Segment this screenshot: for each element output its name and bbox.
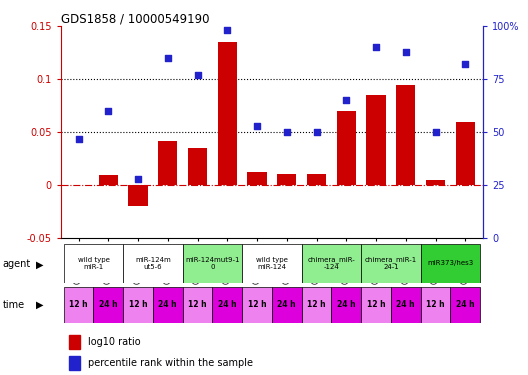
- Bar: [99, 175, 118, 185]
- Bar: [242, 244, 301, 283]
- Text: 24 h: 24 h: [278, 300, 296, 309]
- Text: ▶: ▶: [36, 300, 43, 310]
- Text: 24 h: 24 h: [218, 300, 237, 309]
- Point: [461, 62, 469, 68]
- Point: [104, 108, 112, 114]
- Bar: [93, 287, 123, 322]
- Point: [372, 45, 380, 51]
- Bar: [426, 180, 445, 185]
- Bar: [307, 174, 326, 185]
- Bar: [69, 356, 80, 370]
- Text: 12 h: 12 h: [248, 300, 266, 309]
- Bar: [391, 287, 421, 322]
- Text: chimera_miR-1
24-1: chimera_miR-1 24-1: [365, 256, 417, 270]
- Text: 24 h: 24 h: [158, 300, 177, 309]
- Bar: [153, 287, 183, 322]
- Bar: [69, 335, 80, 349]
- Bar: [123, 287, 153, 322]
- Bar: [242, 287, 272, 322]
- Bar: [183, 244, 242, 283]
- Point: [74, 135, 83, 141]
- Bar: [361, 287, 391, 322]
- Point: [313, 129, 321, 135]
- Text: 12 h: 12 h: [188, 300, 207, 309]
- Bar: [64, 287, 93, 322]
- Text: miR-124mut9-1
0: miR-124mut9-1 0: [185, 257, 240, 270]
- Bar: [183, 287, 212, 322]
- Bar: [421, 244, 480, 283]
- Text: ▶: ▶: [36, 260, 43, 269]
- Bar: [248, 172, 267, 185]
- Text: 24 h: 24 h: [99, 300, 118, 309]
- Text: 24 h: 24 h: [397, 300, 415, 309]
- Bar: [301, 244, 361, 283]
- Bar: [158, 141, 177, 185]
- Text: 12 h: 12 h: [129, 300, 147, 309]
- Point: [431, 129, 440, 135]
- Bar: [456, 122, 475, 185]
- Point: [253, 123, 261, 129]
- Bar: [396, 84, 416, 185]
- Bar: [218, 42, 237, 185]
- Point: [282, 129, 291, 135]
- Text: wild type
miR-124: wild type miR-124: [256, 257, 288, 270]
- Bar: [301, 287, 332, 322]
- Bar: [128, 185, 148, 206]
- Point: [134, 176, 142, 182]
- Text: 12 h: 12 h: [367, 300, 385, 309]
- Text: percentile rank within the sample: percentile rank within the sample: [88, 358, 253, 368]
- Text: 12 h: 12 h: [426, 300, 445, 309]
- Text: 12 h: 12 h: [307, 300, 326, 309]
- Bar: [450, 287, 480, 322]
- Text: log10 ratio: log10 ratio: [88, 337, 141, 347]
- Text: GDS1858 / 10000549190: GDS1858 / 10000549190: [61, 12, 209, 25]
- Point: [223, 27, 231, 33]
- Text: miR-124m
ut5-6: miR-124m ut5-6: [135, 257, 171, 270]
- Bar: [188, 148, 207, 185]
- Bar: [212, 287, 242, 322]
- Text: agent: agent: [3, 260, 31, 269]
- Point: [164, 55, 172, 61]
- Text: 24 h: 24 h: [337, 300, 355, 309]
- Text: miR373/hes3: miR373/hes3: [427, 260, 474, 266]
- Bar: [366, 95, 385, 185]
- Bar: [272, 287, 301, 322]
- Point: [342, 98, 351, 104]
- Bar: [337, 111, 356, 185]
- Text: chimera_miR-
-124: chimera_miR- -124: [307, 256, 355, 270]
- Text: time: time: [3, 300, 25, 310]
- Bar: [361, 244, 421, 283]
- Text: 24 h: 24 h: [456, 300, 475, 309]
- Text: 12 h: 12 h: [69, 300, 88, 309]
- Bar: [421, 287, 450, 322]
- Bar: [332, 287, 361, 322]
- Bar: [123, 244, 183, 283]
- Bar: [277, 174, 296, 185]
- Bar: [64, 244, 123, 283]
- Text: wild type
miR-1: wild type miR-1: [78, 257, 109, 270]
- Point: [193, 72, 202, 78]
- Point: [402, 49, 410, 55]
